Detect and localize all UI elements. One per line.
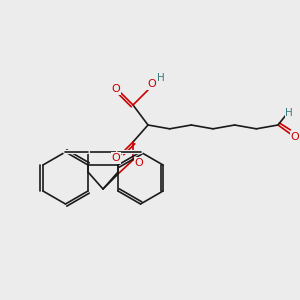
Text: H: H: [157, 73, 165, 83]
Text: O: O: [135, 158, 143, 168]
Text: O: O: [291, 132, 299, 142]
Text: H: H: [285, 108, 293, 118]
Text: O: O: [112, 153, 120, 163]
Text: O: O: [148, 79, 156, 89]
Text: O: O: [112, 84, 120, 94]
